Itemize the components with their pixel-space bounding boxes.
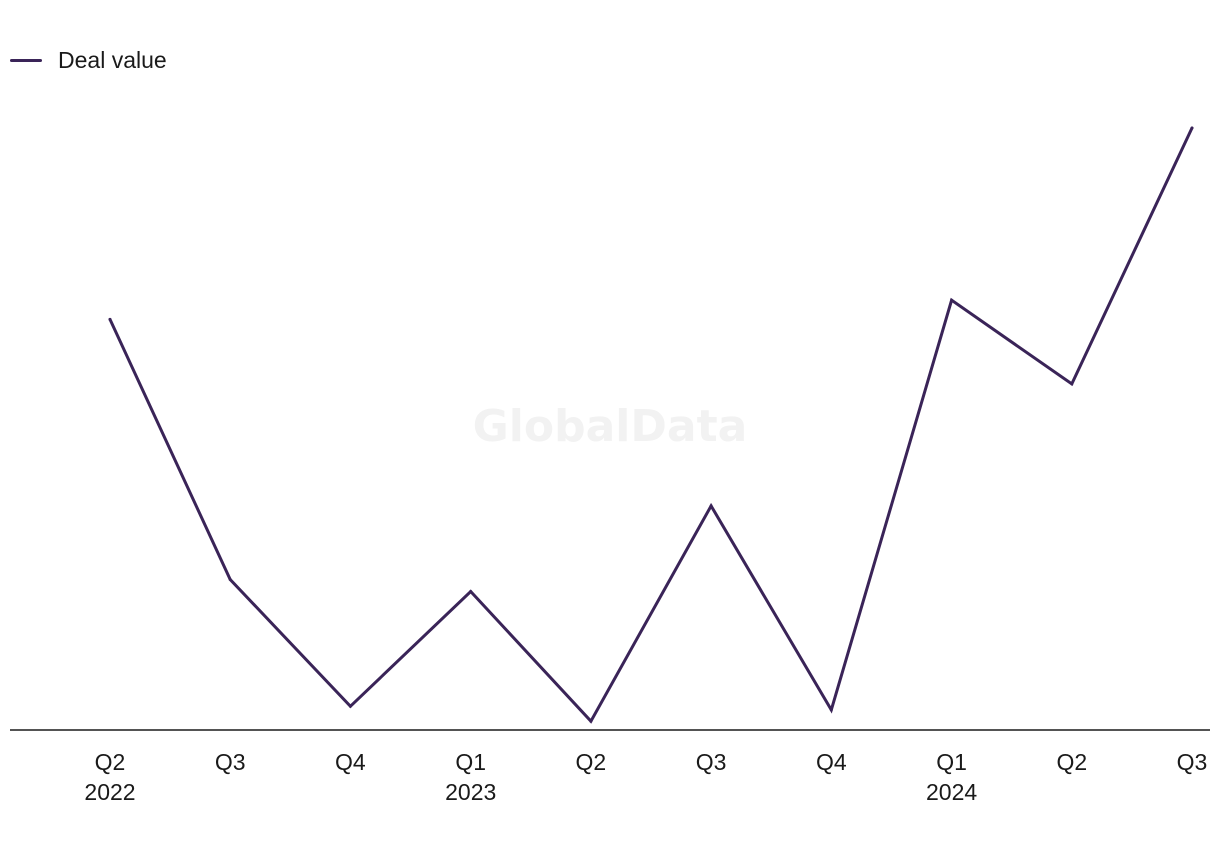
x-tick-label: Q3 (696, 749, 727, 775)
x-tick-label: Q3 (1177, 749, 1208, 775)
x-tick-label: Q2 (576, 749, 607, 775)
x-tick-label: Q3 (215, 749, 246, 775)
data-point (589, 719, 593, 723)
x-tick-label: Q2 (1056, 749, 1087, 775)
x-tick-label: Q4 (335, 749, 366, 775)
x-axis-ticks: Q2 2022 Q3 Q4 Q1 2023 Q2 Q3 Q4 Q1 2024 Q2 Q3 (84, 749, 1207, 805)
data-point (950, 298, 954, 302)
x-tick-label: Q2 (95, 749, 126, 775)
x-tick-year-label: 2023 (445, 779, 496, 805)
data-point (469, 590, 473, 593)
x-tick-year-label: 2022 (84, 779, 135, 805)
data-point (348, 704, 352, 708)
data-point (1190, 126, 1194, 130)
data-point (709, 504, 713, 508)
data-point (829, 708, 833, 712)
x-tick-year-label: 2024 (926, 779, 977, 805)
legend-label-deal-value: Deal value (58, 47, 167, 73)
x-tick-label: Q1 (455, 749, 486, 775)
watermark-text: GlobalData (473, 401, 748, 452)
x-tick-label: Q4 (816, 749, 847, 775)
data-point (108, 317, 112, 321)
series-line-deal-value (108, 126, 1194, 724)
legend-swatch (10, 59, 42, 62)
legend: Deal value (10, 47, 167, 74)
x-tick-label: Q1 (936, 749, 967, 775)
data-point (228, 578, 232, 581)
data-point (1070, 382, 1074, 386)
series-layer (108, 126, 1194, 724)
